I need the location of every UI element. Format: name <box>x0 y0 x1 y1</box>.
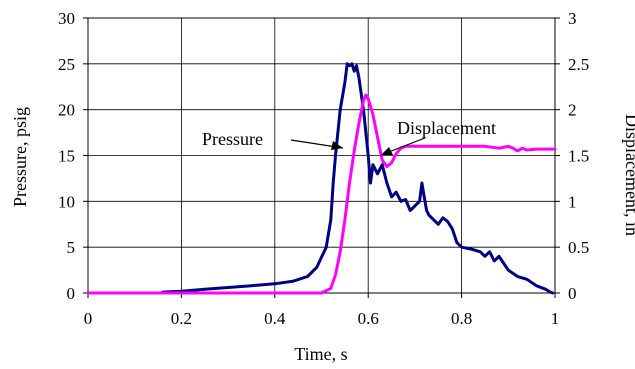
y2-tick-label: 2.5 <box>568 55 589 74</box>
x-tick-label: 0.4 <box>264 309 286 328</box>
y-tick-label: 15 <box>58 147 75 166</box>
y2-tick-label: 3 <box>568 9 577 28</box>
y-tick-label: 30 <box>58 9 75 28</box>
pressure-annotation: Pressure <box>202 129 263 149</box>
x-tick-label: 0.8 <box>451 309 472 328</box>
series <box>86 62 557 295</box>
y-tick-label: 20 <box>58 101 75 120</box>
y-tick-label: 25 <box>58 55 75 74</box>
y2-tick-label: 2 <box>568 101 577 120</box>
y-tick-label: 5 <box>67 238 76 257</box>
displacement-arrowhead <box>381 147 393 155</box>
y-axis-label: Pressure, psig <box>10 107 30 207</box>
displacement-series-line <box>86 93 557 295</box>
x-tick-label: 0.6 <box>358 309 379 328</box>
x-tick-label: 0 <box>84 309 93 328</box>
y-tick-label: 10 <box>58 192 75 211</box>
y2-tick-label: 0 <box>568 284 577 303</box>
y-tick-label: 0 <box>67 284 76 303</box>
x-tick-label: 1 <box>551 309 560 328</box>
pressure-arrowhead <box>331 141 343 150</box>
x-tick-label: 0.2 <box>171 309 192 328</box>
y2-tick-label: 1 <box>568 192 577 211</box>
grid <box>88 18 555 293</box>
displacement-annotation: Displacement <box>397 118 496 138</box>
y2-tick-label: 0.5 <box>568 238 589 257</box>
y2-axis-label: Displacement, in <box>622 114 635 236</box>
pressure-series-line <box>161 62 555 295</box>
x-axis-label: Time, s <box>294 344 347 364</box>
y2-tick-label: 1.5 <box>568 147 589 166</box>
